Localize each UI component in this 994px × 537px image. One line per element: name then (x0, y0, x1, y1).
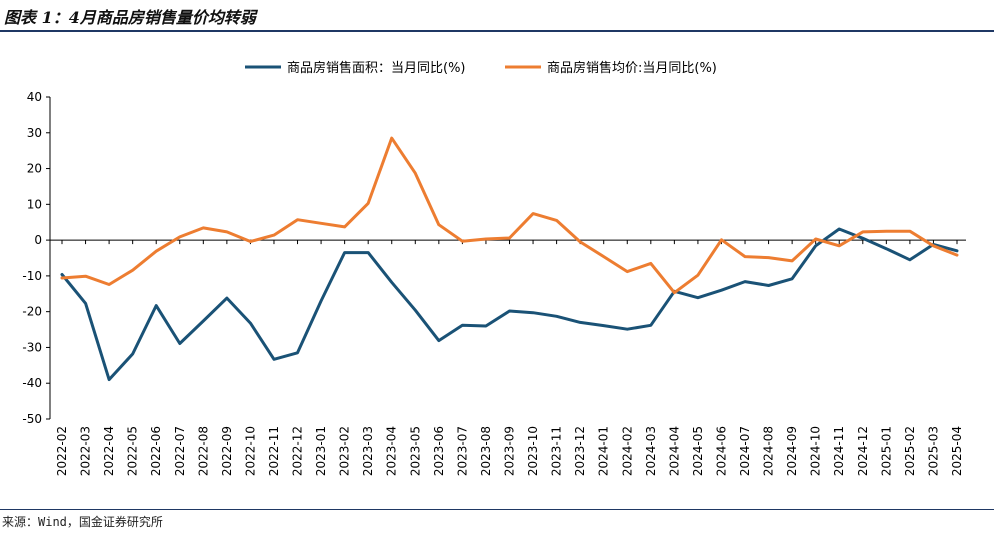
y-tick-label: -10 (22, 269, 42, 283)
y-tick-label: 10 (27, 197, 42, 211)
x-tick-label: 2023-02 (338, 426, 352, 476)
x-tick-label: 2023-11 (550, 426, 564, 476)
x-tick-label: 2025-04 (950, 426, 964, 476)
x-tick-label: 2025-01 (879, 426, 893, 476)
x-tick-label: 2024-12 (856, 426, 870, 476)
title-bar: 图表 1：4月商品房销售量价均转弱 (0, 0, 994, 30)
x-tick-label: 2024-05 (691, 426, 705, 476)
x-tick-label: 2023-08 (479, 426, 493, 476)
x-tick-label: 2023-10 (526, 426, 540, 476)
y-tick-label: 40 (27, 90, 42, 104)
x-tick-label: 2024-09 (785, 426, 799, 476)
y-tick-label: -50 (22, 412, 42, 426)
x-tick-label: 2023-12 (573, 426, 587, 476)
x-tick-label: 2022-09 (220, 426, 234, 476)
title-rule (0, 30, 994, 32)
x-tick-label: 2023-04 (385, 426, 399, 476)
x-tick-label: 2023-09 (503, 426, 517, 476)
x-tick-label: 2024-06 (714, 426, 728, 476)
x-tick-label: 2023-03 (361, 426, 375, 476)
x-tick-label: 2022-02 (55, 426, 69, 476)
x-tick-label: 2023-01 (314, 426, 328, 476)
x-tick-label: 2024-01 (597, 426, 611, 476)
bottom-rule (0, 509, 994, 510)
x-tick-label: 2022-05 (126, 426, 140, 476)
x-tick-label: 2022-11 (267, 426, 281, 476)
legend-label: 商品房销售面积：当月同比(%) (287, 60, 466, 76)
chart-figure-title: 图表 1：4月商品房销售量价均转弱 (4, 8, 256, 27)
y-tick-label: -40 (22, 376, 42, 390)
series-layer (60, 136, 959, 382)
x-tick-label: 2023-05 (408, 426, 422, 476)
y-tick-label: 20 (27, 162, 42, 176)
x-tick-label: 2022-07 (173, 426, 187, 476)
y-tick-label: -30 (22, 340, 42, 354)
x-tick-label: 2025-03 (926, 426, 940, 476)
x-tick-label: 2024-07 (738, 426, 752, 476)
x-tick-label: 2022-04 (102, 426, 116, 476)
x-tick-label: 2024-10 (809, 426, 823, 476)
sales-price-yoy-line (60, 136, 959, 295)
x-tick-label: 2023-06 (432, 426, 446, 476)
sales-area-yoy-line (60, 227, 959, 382)
x-tick-label: 2022-10 (243, 426, 257, 476)
chart-axes: 40 30 20 10 0 -10 -20 -30 -40 -50 2022-02 2022-03 20… (22, 90, 966, 476)
x-tick-label: 2025-02 (903, 426, 917, 476)
chart-legend: 商品房销售面积：当月同比(%) 商品房销售均价:当月同比(%) (245, 60, 717, 76)
y-tick-label: 30 (27, 126, 42, 140)
x-tick-label: 2024-08 (762, 426, 776, 476)
source-note: 来源：Wind，国金证券研究所 (2, 515, 163, 529)
x-tick-label: 2022-03 (79, 426, 93, 476)
x-tick-label: 2024-02 (620, 426, 634, 476)
x-tick-label: 2023-07 (455, 426, 469, 476)
y-tick-label: -20 (22, 305, 42, 319)
x-tick-label: 2024-03 (644, 426, 658, 476)
x-tick-label: 2024-04 (667, 426, 681, 476)
x-tick-label: 2022-12 (291, 426, 305, 476)
x-tick-label: 2022-06 (149, 426, 163, 476)
legend-label: 商品房销售均价:当月同比(%) (547, 60, 717, 76)
x-tick-label: 2024-11 (832, 426, 846, 476)
x-tick-label: 2022-08 (196, 426, 210, 476)
y-tick-label: 0 (34, 233, 42, 247)
